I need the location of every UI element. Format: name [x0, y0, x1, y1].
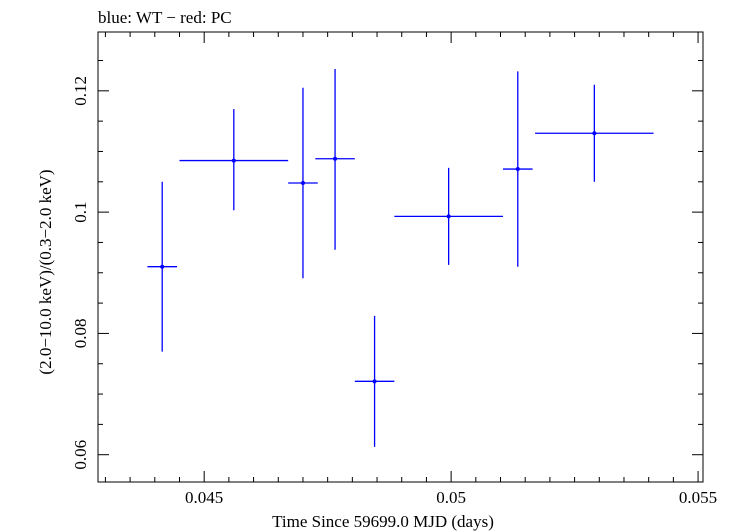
point-marker — [592, 131, 597, 136]
x-tick-label: 0.05 — [436, 488, 466, 507]
y-tick-label: 0.12 — [71, 76, 90, 106]
data-point — [288, 87, 318, 279]
tick-labels: 0.045 0.05 0.055 0.06 0.08 0.1 0.12 — [71, 76, 717, 507]
point-marker — [231, 158, 236, 163]
y-axis-label: (2.0−10.0 keV)/(0.3−2.0 keV) — [36, 169, 55, 374]
y-tick-label: 0.1 — [71, 201, 90, 222]
chart-title: blue: WT − red: PC — [98, 8, 232, 27]
point-marker — [372, 379, 377, 384]
point-marker — [333, 156, 338, 161]
data-point — [315, 68, 355, 250]
y-tick-label: 0.06 — [71, 440, 90, 470]
data-point — [502, 71, 533, 267]
point-marker — [300, 181, 305, 186]
data-point — [354, 315, 395, 447]
plot-frame — [97, 31, 704, 483]
data-point — [179, 109, 289, 211]
data-points — [147, 68, 654, 447]
axis-ticks — [98, 32, 703, 482]
point-marker — [515, 167, 520, 172]
point-marker — [446, 214, 451, 219]
data-point — [394, 167, 503, 265]
y-tick-label: 0.08 — [71, 319, 90, 349]
data-point — [535, 84, 654, 182]
x-axis-label: Time Since 59699.0 MJD (days) — [272, 512, 494, 531]
x-tick-label: 0.055 — [679, 488, 717, 507]
point-marker — [160, 264, 165, 269]
x-tick-label: 0.045 — [185, 488, 223, 507]
data-point — [147, 181, 178, 352]
